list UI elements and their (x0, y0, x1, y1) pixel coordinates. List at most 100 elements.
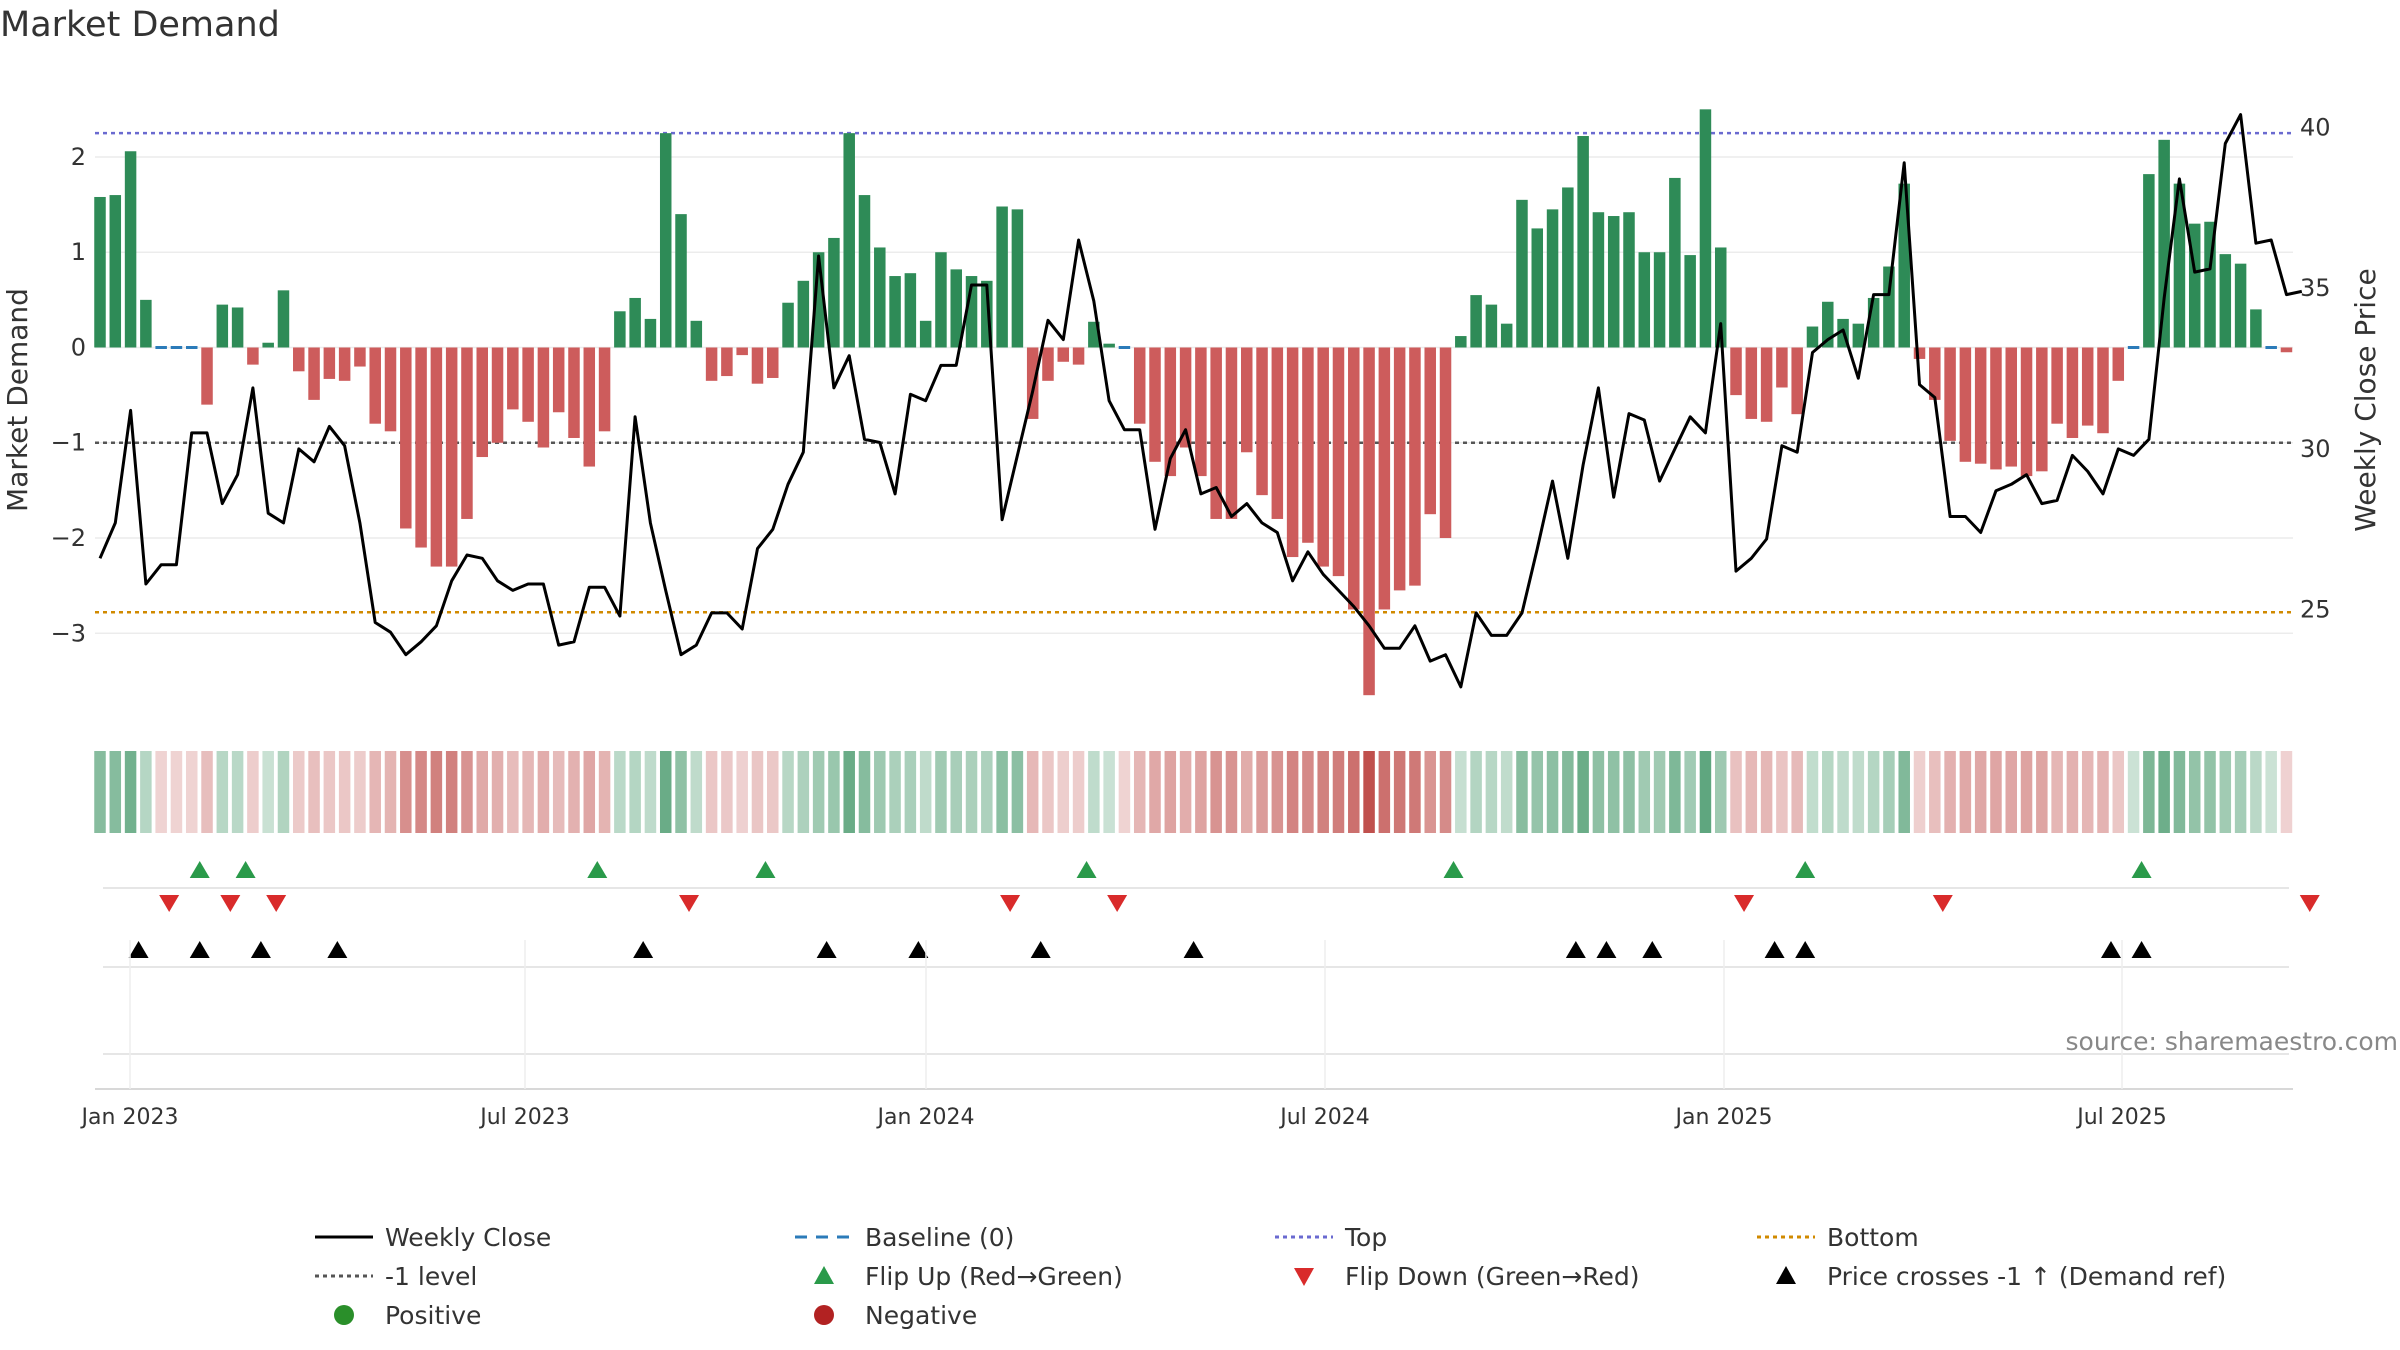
heat-cell (828, 751, 840, 833)
heat-cell (1042, 751, 1054, 833)
heat-cell (1057, 751, 1070, 833)
heat-cell (1256, 751, 1268, 833)
heat-cell (919, 751, 932, 833)
demand-bar (1363, 347, 1375, 696)
heat-cell (155, 751, 167, 833)
heat-cell (1867, 751, 1880, 833)
heat-cell (476, 751, 488, 833)
demand-bar (2234, 263, 2247, 348)
left-tick-label: −3 (51, 619, 86, 647)
demand-bar (1867, 297, 1880, 348)
price-cross-marker (128, 941, 149, 958)
demand-bar (1409, 347, 1421, 586)
price-cross-marker (1596, 941, 1617, 958)
heat-cell (1577, 751, 1589, 833)
heat-cell (2143, 751, 2155, 833)
legend-swatch (1776, 1266, 1796, 1284)
x-tick-label: Jan 2024 (876, 1105, 975, 1130)
heat-cell (981, 751, 993, 833)
left-tick-label: −1 (51, 429, 86, 457)
heat-cell (1332, 751, 1345, 833)
demand-bar (216, 304, 229, 348)
heat-cell (1286, 751, 1299, 833)
demand-bar (1669, 177, 1681, 348)
demand-bar (1072, 347, 1085, 365)
demand-bar (583, 347, 596, 467)
heat-cell (1072, 751, 1085, 833)
event-marker-rows (95, 861, 2320, 1090)
reference-lines (95, 131, 2293, 614)
heat-cell (247, 751, 259, 833)
legend-swatch (814, 1266, 834, 1284)
demand-bar (828, 237, 840, 348)
demand-bar (705, 347, 718, 381)
demand-bar (1944, 347, 1956, 441)
heat-cell (767, 751, 779, 833)
heat-cell (2250, 751, 2262, 833)
heat-cell (721, 751, 733, 833)
demand-bar (1684, 255, 1696, 348)
heat-cell (1898, 751, 1910, 833)
price-cross-marker (1565, 941, 1586, 958)
demand-bar (1776, 347, 1788, 388)
source-note: source: sharemaestro.com (2066, 1027, 2399, 1056)
demand-bar (1103, 343, 1115, 348)
heat-cell (950, 751, 962, 833)
demand-bar (919, 320, 932, 348)
heat-cell (2173, 751, 2186, 833)
demand-bar (384, 347, 397, 432)
heat-cell (1302, 751, 1314, 833)
heat-cell (2158, 751, 2170, 833)
heat-cell (1714, 751, 1727, 833)
heat-cell (1760, 751, 1773, 833)
demand-bar (323, 347, 336, 379)
demand-bar (1883, 266, 1895, 348)
flip-up-marker (189, 861, 210, 878)
heat-cell (1179, 751, 1192, 833)
heat-cell (1516, 751, 1528, 833)
demand-bar (1653, 252, 1666, 348)
heat-cell (1531, 751, 1544, 833)
demand-bar (552, 347, 565, 413)
heat-cell (904, 751, 917, 833)
legend-label: -1 level (385, 1262, 477, 1291)
demand-bar (889, 276, 901, 348)
demand-bar (675, 214, 687, 348)
right-axis-label: Weekly Close Price (2349, 268, 2382, 531)
heat-cell (705, 751, 718, 833)
heat-cell (2097, 751, 2109, 833)
chart-title: Market Demand (0, 5, 280, 45)
heat-cell (491, 751, 504, 833)
heat-cell (2051, 751, 2063, 833)
demand-bar (2280, 347, 2293, 353)
heat-cell (2188, 751, 2201, 833)
demand-bar (201, 347, 213, 405)
demand-bar (1745, 347, 1758, 419)
demand-bar (1852, 323, 1865, 348)
heat-cell (675, 751, 687, 833)
heat-cell (2066, 751, 2079, 833)
demand-bar (1470, 295, 1482, 348)
demand-bar (507, 347, 519, 410)
demand-bar (1806, 326, 1819, 348)
right-tick-label: 30 (2300, 435, 2331, 463)
weekly-close-line (98, 113, 2303, 689)
demand-bar (782, 302, 794, 348)
heat-cell (1592, 751, 1605, 833)
demand-bar (308, 347, 320, 400)
heat-cell (736, 751, 748, 833)
demand-bar (1133, 347, 1146, 424)
price-cross-marker (1795, 941, 1816, 958)
demand-bar (430, 347, 443, 567)
right-tick-label: 40 (2300, 113, 2331, 141)
heat-cell (1623, 751, 1635, 833)
demand-bar (1317, 347, 1329, 567)
demand-bar (537, 347, 550, 448)
demand-bar (1546, 209, 1559, 348)
demand-bar (1990, 347, 2002, 470)
left-tick-label: −2 (51, 524, 86, 552)
demand-bar (614, 311, 626, 348)
heat-cell (1776, 751, 1788, 833)
price-cross-marker (189, 941, 210, 958)
heat-cell (1439, 751, 1452, 833)
